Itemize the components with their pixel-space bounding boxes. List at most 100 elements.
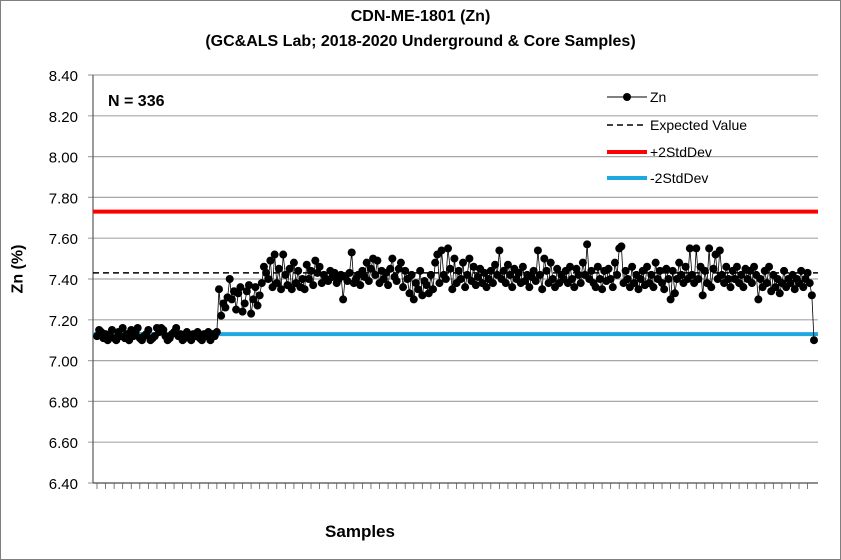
zn-data-point (394, 264, 403, 273)
y-tick-label: 7.80 (49, 190, 78, 207)
zn-data-point (463, 270, 472, 279)
zn-data-point (401, 266, 410, 275)
zn-data-point (405, 289, 414, 298)
zn-data-point (670, 289, 679, 298)
zn-data-point (662, 264, 671, 273)
zn-data-point (441, 275, 450, 283)
zn-data-point (529, 266, 538, 275)
zn-data-point (212, 328, 221, 337)
zn-data-point (446, 264, 455, 273)
zn-data-point (630, 279, 639, 288)
zn-data-point (715, 246, 724, 255)
zn-data-point (431, 258, 440, 267)
zn-data-point (739, 283, 748, 292)
zn-data-point (732, 262, 741, 271)
zn-data-point (456, 275, 465, 283)
zn-data-point (450, 254, 459, 263)
zn-data-point (700, 266, 709, 275)
zn-data-point (144, 326, 153, 334)
zn-data-point (411, 279, 420, 288)
zn-data-point (313, 268, 322, 277)
zn-data-point (613, 270, 622, 279)
y-tick-label: 6.40 (49, 476, 78, 493)
zn-data-point (747, 279, 756, 288)
zn-data-point (491, 260, 500, 269)
zn-data-point (242, 287, 251, 296)
zn-data-point (227, 295, 236, 304)
y-tick-label: 7.20 (49, 313, 78, 330)
zn-data-point (373, 256, 382, 265)
sample-count-annotation: N = 336 (108, 93, 165, 110)
zn-data-point (270, 250, 279, 259)
zn-data-point (546, 258, 555, 267)
zn-data-point (255, 291, 264, 300)
zn-data-point (172, 323, 181, 332)
zn-data-point (444, 244, 453, 253)
zn-data-point (655, 266, 664, 275)
zn-data-point (107, 326, 116, 334)
zn-data-point (221, 303, 230, 312)
zn-data-point (775, 289, 784, 298)
zn-data-point (636, 275, 645, 283)
zn-data-point (568, 275, 577, 283)
zn-data-point (634, 285, 643, 294)
chart-subtitle: (GC&ALS Lab; 2018-2020 Underground & Cor… (205, 33, 636, 50)
zn-data-point (583, 240, 592, 249)
zn-data-point (621, 266, 630, 275)
zn-data-point (651, 258, 660, 267)
zn-data-point (347, 248, 356, 257)
zn-data-point (426, 270, 435, 279)
zn-data-point (807, 291, 816, 300)
zn-data-point (587, 266, 596, 275)
zn-data-point (454, 266, 463, 275)
zn-data-point (461, 283, 470, 292)
zn-data-point (525, 283, 534, 292)
zn-data-point (542, 266, 551, 275)
zn-data-point (311, 256, 320, 265)
zn-data-point (570, 283, 579, 292)
zn-data-point (264, 275, 273, 283)
zn-data-point (518, 262, 527, 271)
zn-data-point (591, 283, 600, 292)
zn-data-point (300, 285, 309, 294)
zn-data-point (217, 311, 226, 320)
zn-data-point (396, 258, 405, 267)
zn-data-point (540, 254, 549, 263)
y-tick-label: 7.00 (49, 354, 78, 371)
zn-data-point (309, 281, 318, 290)
legend-zn-marker (623, 93, 631, 101)
zn-data-point (251, 283, 260, 292)
legend-label: +2StdDev (650, 144, 712, 160)
zn-data-point (685, 244, 694, 253)
zn-data-point (315, 262, 324, 271)
zn-data-point (437, 246, 446, 255)
zn-data-point (756, 275, 765, 283)
zn-data-point (214, 285, 223, 294)
zn-data-point (356, 281, 365, 290)
zn-data-point (435, 279, 444, 288)
zn-data-point (266, 256, 275, 265)
zn-data-point (277, 285, 286, 294)
y-tick-label: 6.80 (49, 394, 78, 411)
zn-data-point (536, 270, 545, 279)
zn-data-point (330, 268, 339, 277)
zn-data-point (501, 279, 510, 288)
zn-data-point (780, 266, 789, 275)
zn-data-point (531, 277, 540, 286)
zn-data-point (343, 277, 352, 286)
zn-data-point (480, 268, 489, 277)
zn-data-point (771, 283, 780, 292)
y-tick-label: 8.00 (49, 150, 78, 167)
zn-data-point (533, 246, 542, 255)
zn-data-point (418, 291, 427, 300)
zn-data-point (698, 291, 707, 300)
zn-data-point (574, 270, 583, 279)
zn-data-point (503, 260, 512, 269)
zn-data-point (754, 295, 763, 304)
zn-data-point (244, 281, 253, 290)
zn-data-point (578, 258, 587, 267)
zn-data-point (307, 266, 316, 275)
zn-data-point (304, 275, 313, 283)
zn-data-point (392, 277, 401, 286)
zn-data-point (750, 262, 759, 271)
